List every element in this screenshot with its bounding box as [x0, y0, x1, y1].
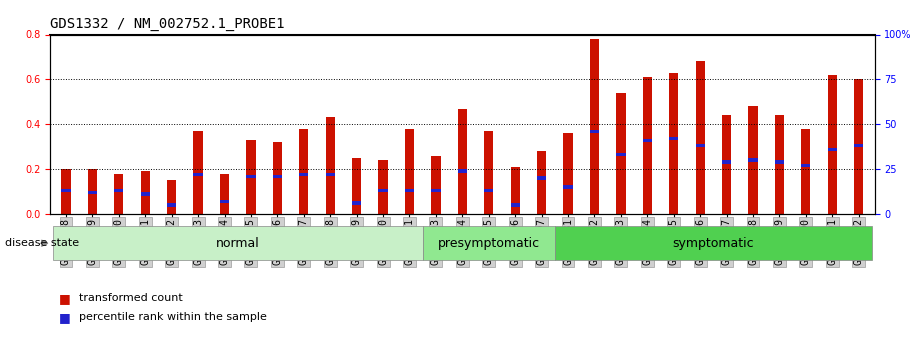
- Bar: [114, 174, 123, 214]
- Bar: [855, 144, 864, 147]
- Bar: [457, 169, 467, 172]
- Bar: [555, 226, 872, 260]
- Bar: [669, 73, 679, 214]
- Bar: [352, 201, 362, 205]
- Bar: [642, 139, 652, 142]
- Bar: [616, 153, 626, 156]
- Bar: [828, 148, 837, 151]
- Bar: [193, 131, 203, 214]
- Bar: [246, 175, 256, 178]
- Bar: [193, 173, 203, 176]
- Bar: [642, 77, 652, 214]
- Text: GDS1332 / NM_002752.1_PROBE1: GDS1332 / NM_002752.1_PROBE1: [50, 17, 284, 31]
- Bar: [775, 115, 784, 214]
- Bar: [220, 174, 230, 214]
- Bar: [828, 75, 837, 214]
- Bar: [802, 164, 811, 167]
- Bar: [669, 137, 679, 140]
- Bar: [802, 129, 811, 214]
- Bar: [722, 115, 732, 214]
- Bar: [352, 158, 362, 214]
- Text: symptomatic: symptomatic: [672, 237, 754, 250]
- Text: normal: normal: [216, 237, 260, 250]
- Bar: [537, 151, 547, 214]
- Bar: [695, 144, 705, 147]
- Bar: [423, 226, 555, 260]
- Bar: [87, 191, 97, 194]
- Bar: [325, 173, 335, 176]
- Bar: [114, 189, 123, 192]
- Text: transformed count: transformed count: [79, 294, 183, 303]
- Bar: [378, 160, 388, 214]
- Bar: [510, 203, 520, 207]
- Bar: [325, 117, 335, 214]
- Bar: [775, 160, 784, 164]
- Text: disease state: disease state: [5, 238, 78, 248]
- Bar: [563, 133, 573, 214]
- Text: ■: ■: [59, 292, 71, 305]
- Bar: [431, 156, 441, 214]
- Bar: [404, 129, 415, 214]
- Bar: [510, 167, 520, 214]
- Bar: [748, 106, 758, 214]
- Bar: [378, 189, 388, 192]
- Bar: [167, 203, 177, 207]
- Bar: [404, 189, 415, 192]
- Text: presymptomatic: presymptomatic: [437, 237, 540, 250]
- Bar: [537, 176, 547, 180]
- Bar: [431, 189, 441, 192]
- Bar: [457, 108, 467, 214]
- Bar: [246, 140, 256, 214]
- Bar: [61, 169, 70, 214]
- Bar: [616, 93, 626, 214]
- Bar: [167, 180, 177, 214]
- Bar: [484, 131, 494, 214]
- Bar: [272, 175, 282, 178]
- Bar: [272, 142, 282, 214]
- Bar: [695, 61, 705, 214]
- Bar: [61, 189, 70, 192]
- Bar: [589, 39, 599, 214]
- Bar: [589, 130, 599, 133]
- Bar: [299, 173, 309, 176]
- Bar: [748, 158, 758, 162]
- Bar: [484, 189, 494, 192]
- Bar: [722, 160, 732, 164]
- Text: percentile rank within the sample: percentile rank within the sample: [79, 313, 267, 322]
- Bar: [299, 129, 309, 214]
- Bar: [87, 169, 97, 214]
- Bar: [53, 226, 423, 260]
- Text: ■: ■: [59, 311, 71, 324]
- Bar: [220, 200, 230, 203]
- Bar: [855, 79, 864, 214]
- Bar: [140, 171, 149, 214]
- Bar: [140, 193, 149, 196]
- Bar: [563, 185, 573, 189]
